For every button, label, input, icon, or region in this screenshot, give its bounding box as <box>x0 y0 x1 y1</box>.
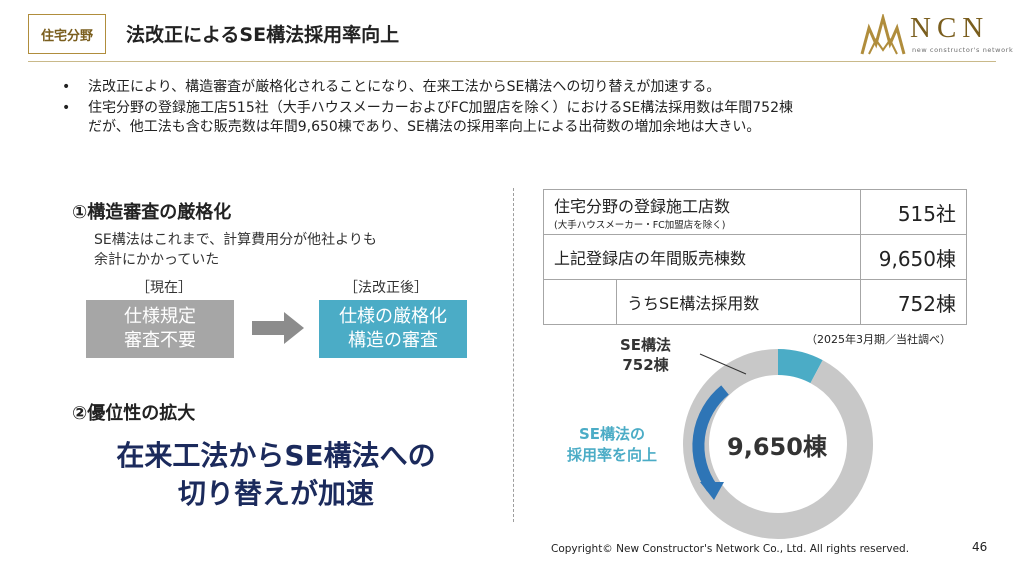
table-cell-value: 752棟 <box>859 279 968 325</box>
section1-title: ①構造審査の厳格化 <box>72 202 232 223</box>
bullet-list: 法改正により、構造審査が厳格化されることになり、在来工法からSE構法への切り替え… <box>62 78 982 139</box>
bullet-item: 法改正により、構造審査が厳格化されることになり、在来工法からSE構法への切り替え… <box>62 78 982 97</box>
page-number: 46 <box>972 540 988 554</box>
se-label: SE構法 752棟 <box>620 335 671 375</box>
bullet-line: 住宅分野の登録施工店515社（大手ハウスメーカーおよびFC加盟店を除く）における… <box>88 100 794 116</box>
row1-label: 住宅分野の登録施工店数 <box>554 197 731 216</box>
after-box-line: 仕様の厳格化 <box>339 306 447 327</box>
row1-note: (大手ハウスメーカー・FC加盟店を除く) <box>554 220 726 231</box>
table-cell-label: 上記登録店の年間販売棟数 <box>543 234 861 280</box>
bullet-item: 住宅分野の登録施工店515社（大手ハウスメーカーおよびFC加盟店を除く）における… <box>62 99 982 137</box>
stats-table: 住宅分野の登録施工店数 (大手ハウスメーカー・FC加盟店を除く) 515社 上記… <box>543 189 968 325</box>
before-box-line: 仕様規定 <box>124 306 196 327</box>
table-cell-value: 9,650棟 <box>859 234 968 280</box>
bullet-line: だが、他工法も含む販売数は年間9,650棟であり、SE構法の採用率向上による出荷… <box>88 119 761 135</box>
se-label-line: SE構法 <box>620 336 672 354</box>
logo-subtext: new constructor's network <box>912 46 1014 54</box>
copyright: Copyright© New Constructor's Network Co.… <box>551 543 910 555</box>
arrow-label-line: 採用率を向上 <box>566 446 657 464</box>
se-slice <box>777 349 823 384</box>
curved-arrow-head-icon <box>700 482 724 500</box>
curved-arrow-icon <box>692 385 729 492</box>
company-logo: NCN new constructor's network <box>860 8 1013 60</box>
right-arrow-icon <box>252 312 304 344</box>
highlight-line: 在来工法からSE構法への <box>116 439 436 472</box>
section1-text-line: 余計にかかっていた <box>94 252 220 268</box>
page-title: 法改正によるSE構法採用率向上 <box>126 24 400 46</box>
section1-text-line: SE構法はこれまで、計算費用分が他社よりも <box>94 232 377 248</box>
arrow-label-line: SE構法の <box>578 425 646 443</box>
arrow-label: SE構法の 採用率を向上 <box>545 424 679 466</box>
highlight-line: 切り替えが加速 <box>177 477 374 510</box>
before-box-line: 審査不要 <box>124 330 196 351</box>
after-box-line: 構造の審査 <box>348 330 438 351</box>
section1-text: SE構法はこれまで、計算費用分が他社よりも 余計にかかっていた <box>94 230 377 270</box>
section2-title: ②優位性の拡大 <box>72 403 196 424</box>
before-box: 仕様規定 審査不要 <box>86 300 234 358</box>
source-note: （2025年3月期／当社調べ） <box>806 333 951 346</box>
se-label-line: 752棟 <box>622 356 669 374</box>
se-leader-line <box>699 353 747 375</box>
after-box: 仕様の厳格化 構造の審査 <box>319 300 467 358</box>
after-label: ［法改正後］ <box>344 280 428 296</box>
header-divider <box>28 61 996 62</box>
highlight-message: 在来工法からSE構法への 切り替えが加速 <box>86 437 466 513</box>
table-cell-label: 住宅分野の登録施工店数 (大手ハウスメーカー・FC加盟店を除く) <box>543 189 861 235</box>
table-row: 上記登録店の年間販売棟数 9,650棟 <box>543 234 968 280</box>
donut-center-label: 9,650棟 <box>727 433 827 461</box>
donut-chart <box>683 349 873 539</box>
column-divider <box>513 188 514 522</box>
section-tag-label: 住宅分野 <box>40 28 93 44</box>
before-label: ［現在］ <box>136 280 192 296</box>
table-cell-label: うちSE構法採用数 <box>616 279 861 325</box>
table-cell-indent <box>543 279 617 325</box>
table-cell-value: 515社 <box>859 189 968 235</box>
section-tag: 住宅分野 <box>28 14 106 54</box>
ncn-logo-mark-icon <box>860 14 906 55</box>
table-row: うちSE構法採用数 752棟 <box>543 279 968 325</box>
table-row: 住宅分野の登録施工店数 (大手ハウスメーカー・FC加盟店を除く) 515社 <box>543 189 968 235</box>
logo-text: NCN <box>910 12 990 44</box>
